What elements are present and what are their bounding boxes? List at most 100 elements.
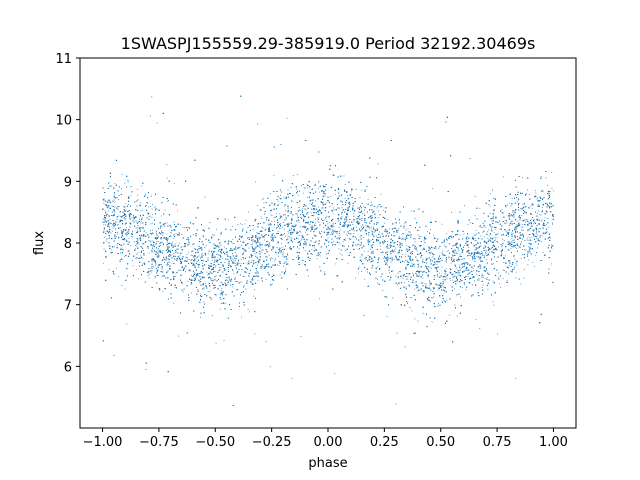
data-point xyxy=(232,238,234,240)
data-point xyxy=(133,222,135,224)
data-point xyxy=(178,248,180,250)
data-point xyxy=(153,258,154,259)
data-point xyxy=(436,248,438,250)
data-point xyxy=(462,249,464,251)
data-point xyxy=(362,213,364,215)
data-point xyxy=(139,229,141,231)
data-point xyxy=(151,208,153,210)
data-point xyxy=(116,218,118,220)
data-point xyxy=(368,234,370,236)
data-point xyxy=(481,287,483,289)
data-point xyxy=(151,260,153,262)
data-point xyxy=(255,255,256,257)
data-point xyxy=(399,235,401,237)
data-point xyxy=(198,207,199,209)
data-point xyxy=(378,210,380,212)
data-point xyxy=(401,238,403,239)
data-point xyxy=(187,281,189,282)
data-point xyxy=(254,253,256,255)
data-point xyxy=(420,252,422,254)
data-point xyxy=(124,238,126,240)
data-point xyxy=(151,96,153,98)
data-point xyxy=(345,224,347,226)
data-point xyxy=(203,231,205,232)
data-point xyxy=(261,230,262,232)
data-point xyxy=(284,204,286,206)
data-point xyxy=(240,263,242,265)
data-point xyxy=(281,234,283,236)
data-point xyxy=(215,274,217,276)
data-point xyxy=(495,239,497,241)
data-point xyxy=(217,254,219,256)
data-point xyxy=(322,185,324,186)
data-point xyxy=(155,231,157,233)
data-point xyxy=(128,231,130,233)
data-point xyxy=(309,244,311,246)
data-point xyxy=(283,197,285,199)
data-point xyxy=(281,216,283,218)
data-point xyxy=(478,242,480,244)
data-point xyxy=(395,275,397,277)
data-point xyxy=(552,223,553,225)
data-point xyxy=(125,209,127,211)
data-point xyxy=(503,229,505,231)
data-point xyxy=(311,254,313,255)
data-point xyxy=(300,226,301,228)
data-point xyxy=(234,262,236,264)
data-point xyxy=(482,284,484,286)
data-point xyxy=(425,260,427,262)
data-point xyxy=(496,221,498,223)
data-point xyxy=(427,276,429,278)
data-point xyxy=(291,239,293,241)
data-point xyxy=(408,256,410,258)
data-point xyxy=(239,223,241,225)
data-point xyxy=(552,190,554,192)
data-point xyxy=(345,233,347,235)
data-point xyxy=(512,211,514,213)
data-point xyxy=(195,234,197,236)
data-point xyxy=(181,233,183,235)
data-point xyxy=(353,220,355,222)
data-point xyxy=(256,264,258,266)
data-point xyxy=(434,237,436,239)
data-point xyxy=(298,235,300,237)
data-point xyxy=(131,217,133,219)
data-point xyxy=(350,238,352,240)
data-point xyxy=(268,218,270,220)
data-point xyxy=(354,230,356,232)
data-point xyxy=(521,223,523,225)
data-point xyxy=(414,241,416,243)
data-point xyxy=(216,228,217,230)
data-point xyxy=(431,267,433,269)
data-point xyxy=(480,251,482,252)
data-point xyxy=(118,221,120,223)
data-point xyxy=(318,210,320,212)
data-point xyxy=(508,202,510,204)
data-point xyxy=(469,222,471,224)
data-point xyxy=(253,235,254,237)
data-point xyxy=(274,260,276,262)
data-point xyxy=(162,275,164,277)
data-point xyxy=(336,233,338,235)
data-point xyxy=(173,275,175,277)
data-point xyxy=(537,229,539,231)
data-point xyxy=(199,247,201,249)
data-point xyxy=(547,184,549,186)
data-point xyxy=(221,281,223,283)
data-point xyxy=(160,241,162,243)
data-point xyxy=(272,233,274,234)
data-point xyxy=(376,278,378,280)
data-point xyxy=(150,230,151,232)
data-point xyxy=(355,188,357,190)
data-point xyxy=(150,115,151,117)
data-point xyxy=(188,259,190,261)
data-point xyxy=(306,205,308,207)
data-point xyxy=(429,285,431,286)
data-point xyxy=(186,253,188,255)
data-point xyxy=(108,221,110,223)
data-point xyxy=(478,278,480,279)
data-point xyxy=(369,261,371,263)
data-point xyxy=(474,215,476,217)
data-point xyxy=(521,215,523,217)
data-point xyxy=(228,276,230,278)
